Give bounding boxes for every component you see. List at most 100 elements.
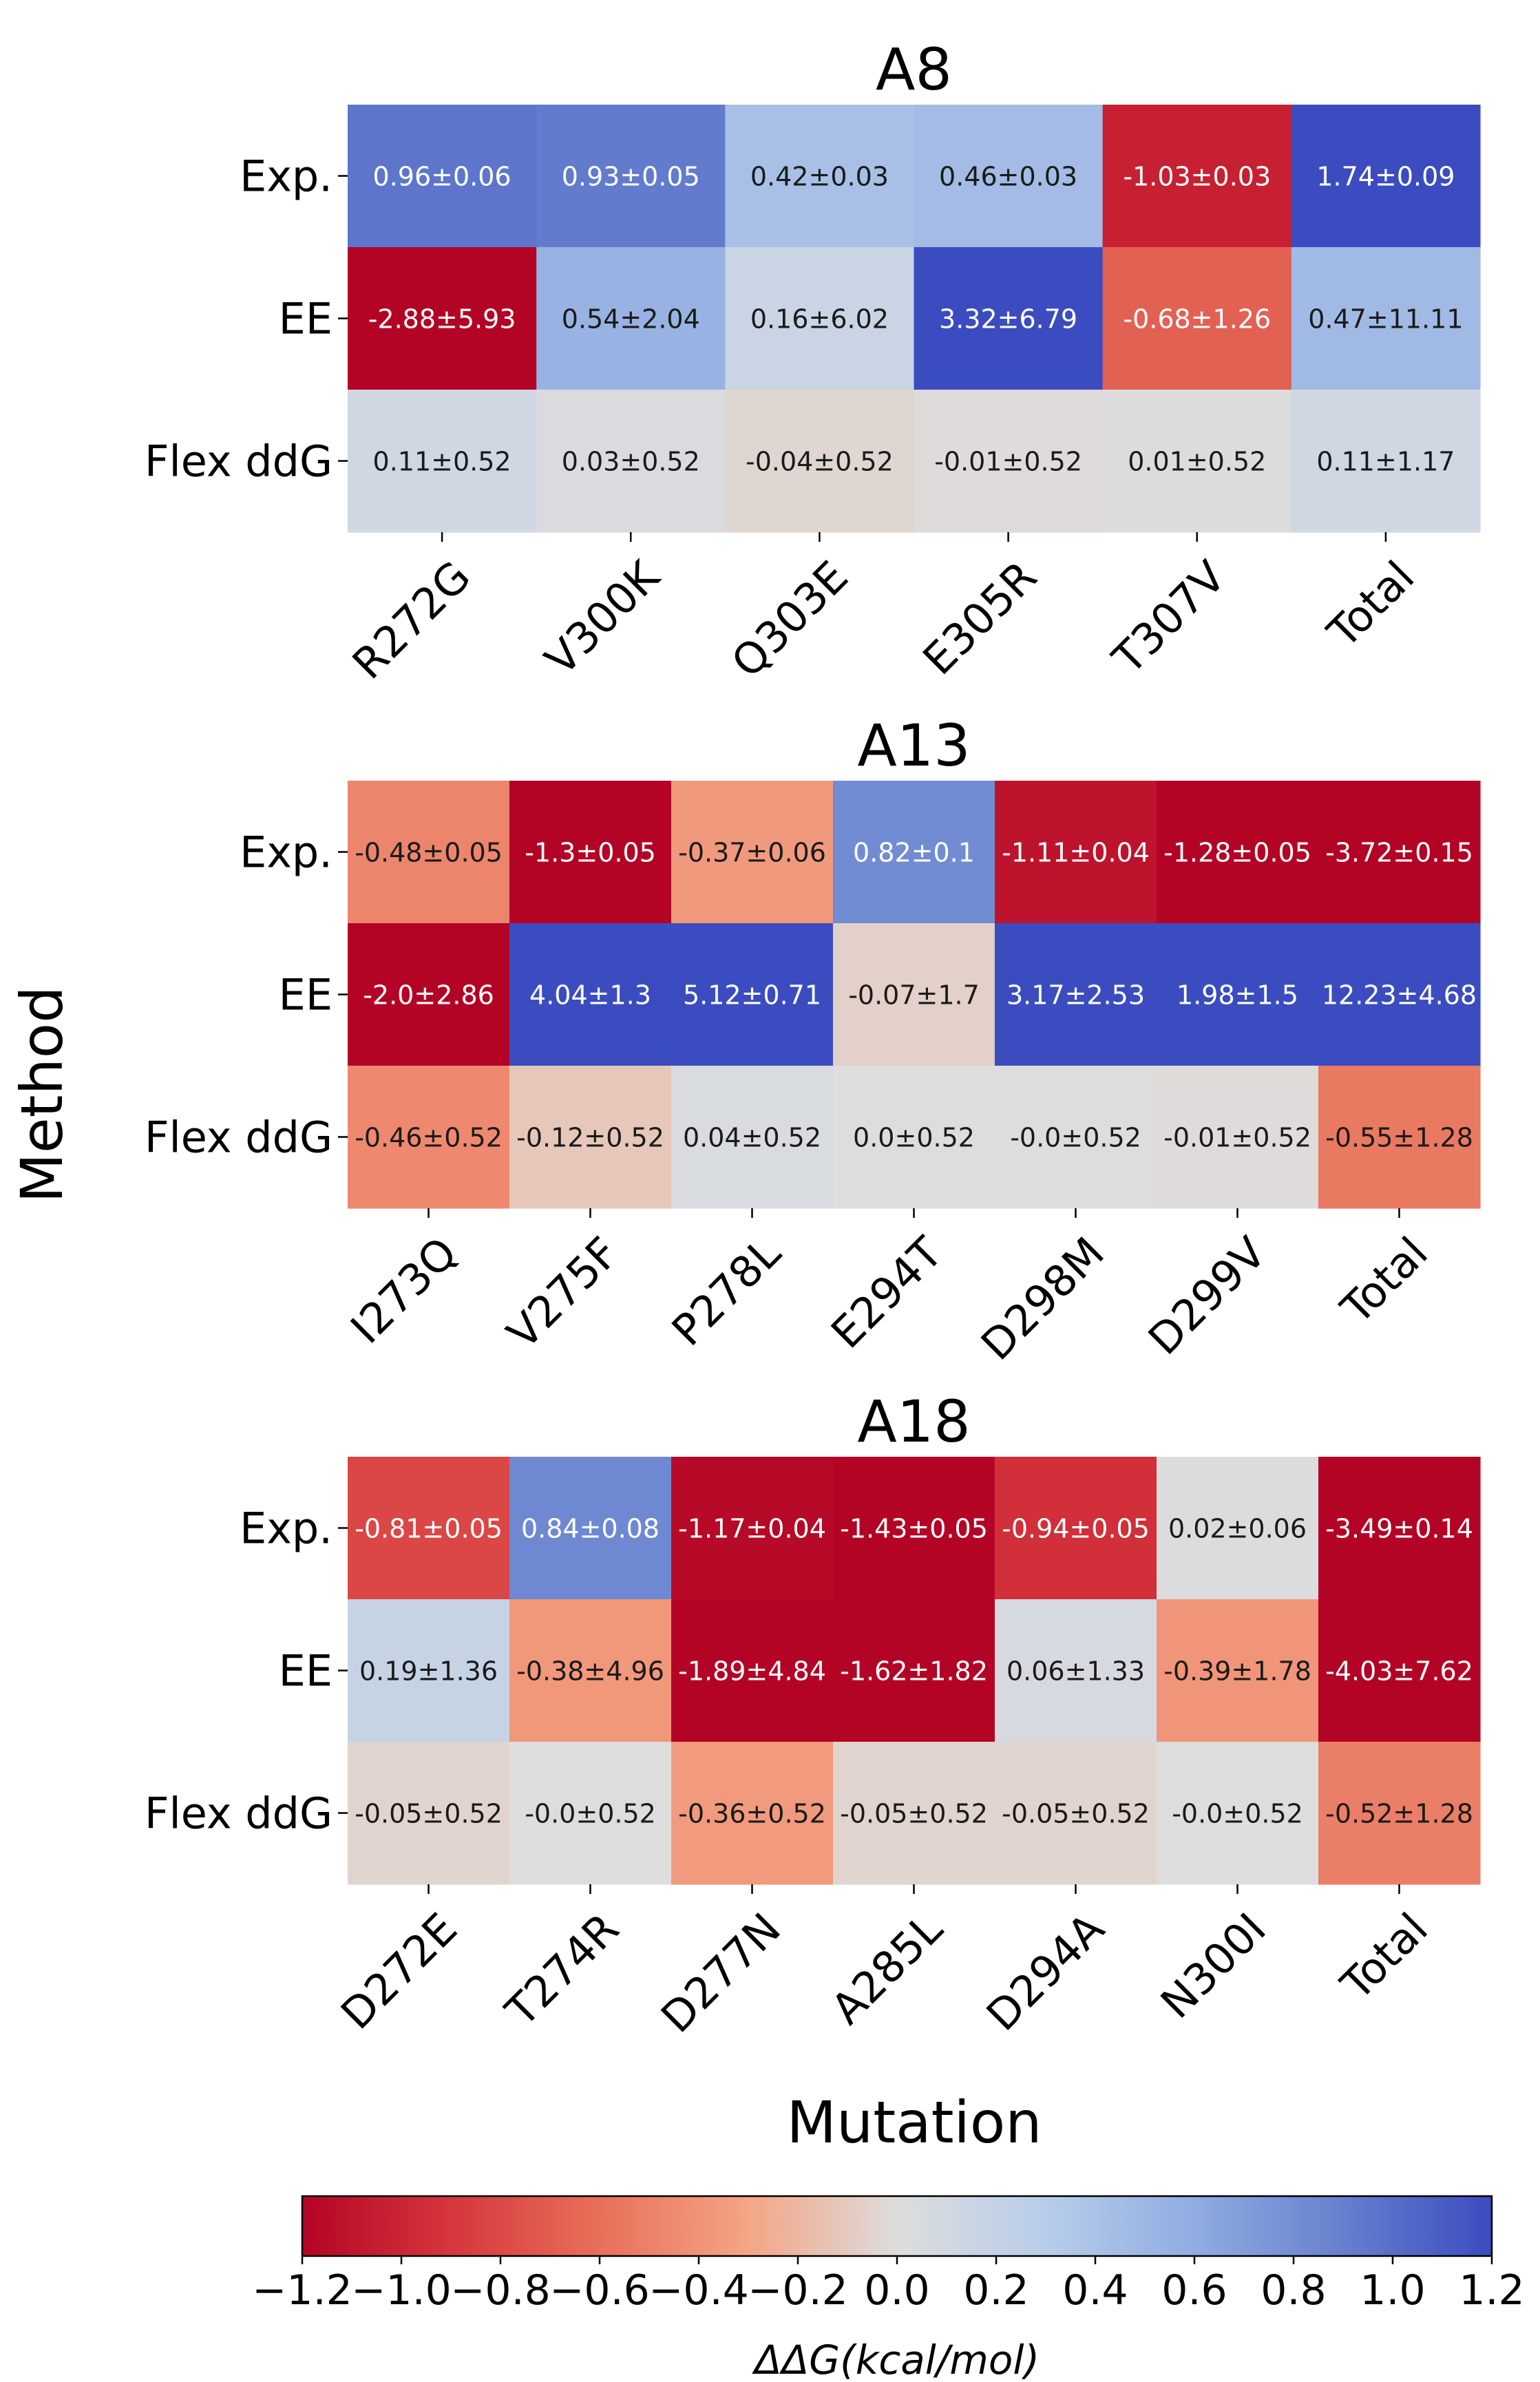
cell-value-label: -3.72±0.15 (1325, 838, 1473, 868)
cell-value-label: -2.88±5.93 (368, 304, 516, 335)
heatmap-cell (348, 1066, 510, 1209)
colorbar-tick-label: 0.2 (963, 2266, 1029, 2315)
heatmap-cell (1318, 1742, 1481, 1885)
heatmap-cell (995, 1066, 1157, 1209)
cell-value-label: -4.03±7.62 (1325, 1656, 1473, 1687)
heatmap-cell (509, 1599, 672, 1742)
column-label: R272G (343, 551, 481, 689)
heatmap-cell (725, 390, 915, 533)
cell-value-label: 0.93±0.05 (562, 162, 700, 192)
heatmap-cell (509, 923, 672, 1066)
heatmap-cell (1291, 390, 1481, 533)
colorbar-tick-label: 0.6 (1161, 2266, 1227, 2315)
column-label: D298M (971, 1227, 1114, 1370)
heatmap-cell (1157, 1742, 1319, 1885)
heatmap-cell (1102, 247, 1292, 390)
heatmap-cell (1157, 781, 1319, 924)
cell-value-label: -0.0±0.52 (525, 1799, 656, 1829)
row-label: Exp. (240, 151, 333, 202)
heatmap-cell (671, 1742, 834, 1885)
column-label: Total (1331, 1227, 1437, 1334)
cell-value-label: -1.89±4.84 (678, 1656, 826, 1687)
heatmap-cell (509, 781, 672, 924)
row-label: Flex ddG (145, 1113, 333, 1163)
x-axis-label: Mutation (786, 2089, 1042, 2156)
cell-value-label: 0.96±0.06 (373, 162, 511, 192)
heatmap-cell (509, 1457, 672, 1600)
cell-value-label: 0.47±11.11 (1308, 304, 1463, 335)
heatmap-cell (995, 781, 1157, 924)
column-label: V275F (497, 1227, 629, 1359)
heatmap-panel-a18: A18 Exp. -0.81±0.05 0.84±0.08 -1.17±0.04 -1.4… (145, 1388, 1481, 2043)
cell-value-label: -0.01±0.52 (934, 447, 1082, 477)
heatmap-cell (1318, 923, 1481, 1066)
colorbar-gradient (301, 2195, 1493, 2257)
cell-value-label: -0.05±0.52 (1002, 1799, 1150, 1829)
heatmap-cell (1291, 247, 1481, 390)
column-label: D277N (651, 1904, 790, 2043)
heatmap-cell (995, 1457, 1157, 1600)
column-label: N300I (1151, 1904, 1276, 2028)
heatmap-cell (509, 1066, 672, 1209)
heatmap-cell (995, 1742, 1157, 1885)
heatmap-cell (833, 1457, 995, 1600)
heatmap-cell (1102, 105, 1292, 248)
colorbar: −1.2−1.0−0.8−0.6−0.4−0.2 0.0 0.2 0.4 0.6 0.8 1… (252, 2195, 1525, 2382)
row-label: Flex ddG (145, 436, 333, 487)
heatmap-cell (725, 247, 915, 390)
cell-value-label: -0.94±0.05 (1002, 1514, 1150, 1544)
cell-value-label: 0.06±1.33 (1006, 1656, 1145, 1687)
colorbar-tick-label: 0.4 (1062, 2266, 1128, 2315)
cell-value-label: 0.19±1.36 (359, 1656, 498, 1687)
heatmap-cell (833, 1599, 995, 1742)
heatmap-cell (1318, 1599, 1481, 1742)
cell-value-label: -1.28±0.05 (1163, 838, 1311, 868)
heatmap-cell (1157, 1457, 1319, 1600)
cell-value-label: -0.55±1.28 (1325, 1123, 1473, 1153)
cell-value-label: 0.54±2.04 (562, 304, 700, 335)
heatmap-cell (348, 1742, 510, 1885)
colorbar-tick-label: −1.2 (252, 2266, 352, 2315)
cell-value-label: 0.46±0.03 (939, 162, 1077, 192)
cell-value-label: -0.81±0.05 (355, 1514, 503, 1544)
heatmap-cell (671, 1599, 834, 1742)
cell-value-label: 0.03±0.52 (562, 447, 700, 477)
cell-value-label: -1.3±0.05 (525, 838, 656, 868)
y-axis-label: Method (8, 986, 76, 1203)
cell-value-label: -0.38±4.96 (516, 1656, 664, 1687)
cell-value-label: 0.0±0.52 (853, 1123, 975, 1153)
colorbar-tick-label: −0.2 (748, 2266, 848, 2315)
cell-value-label: -1.17±0.04 (678, 1514, 826, 1544)
cell-value-label: -0.05±0.52 (355, 1799, 503, 1829)
row-label: Exp. (240, 828, 333, 878)
cell-value-label: -0.07±1.7 (848, 980, 980, 1011)
heatmap-cell (995, 923, 1157, 1066)
heatmap-cell (348, 390, 537, 533)
colorbar-tick-label: −0.8 (450, 2266, 551, 2315)
cell-value-label: -3.49±0.14 (1325, 1514, 1473, 1544)
cell-value-label: -0.52±1.28 (1325, 1799, 1473, 1829)
cell-value-label: 0.16±6.02 (750, 304, 889, 335)
cell-value-label: -0.05±0.52 (840, 1799, 988, 1829)
cell-value-label: 3.17±2.53 (1006, 980, 1145, 1011)
cell-value-label: -0.39±1.78 (1163, 1656, 1311, 1687)
heatmap-cell (1318, 1066, 1481, 1209)
heatmap-cell (914, 105, 1104, 248)
cell-value-label: -0.46±0.52 (355, 1123, 503, 1153)
heatmap-cell (1102, 390, 1292, 533)
heatmap-cell (1157, 1599, 1319, 1742)
panel-title: A8 (876, 36, 952, 103)
cell-value-label: -2.0±2.86 (363, 980, 494, 1011)
column-label: Total (1318, 551, 1424, 658)
heatmap-cell (671, 923, 834, 1066)
heatmap-cell (348, 923, 510, 1066)
cell-value-label: 0.04±0.52 (683, 1123, 821, 1153)
cell-value-label: -0.48±0.05 (355, 838, 503, 868)
cell-value-label: -0.0±0.52 (1010, 1123, 1141, 1153)
cell-value-label: 1.74±0.09 (1316, 162, 1455, 192)
cell-value-label: 0.11±1.17 (1316, 447, 1455, 477)
heatmap-cell (833, 923, 995, 1066)
cell-value-label: -1.11±0.04 (1002, 838, 1150, 868)
column-label: I273Q (341, 1227, 467, 1353)
column-label: Total (1331, 1904, 1437, 2010)
